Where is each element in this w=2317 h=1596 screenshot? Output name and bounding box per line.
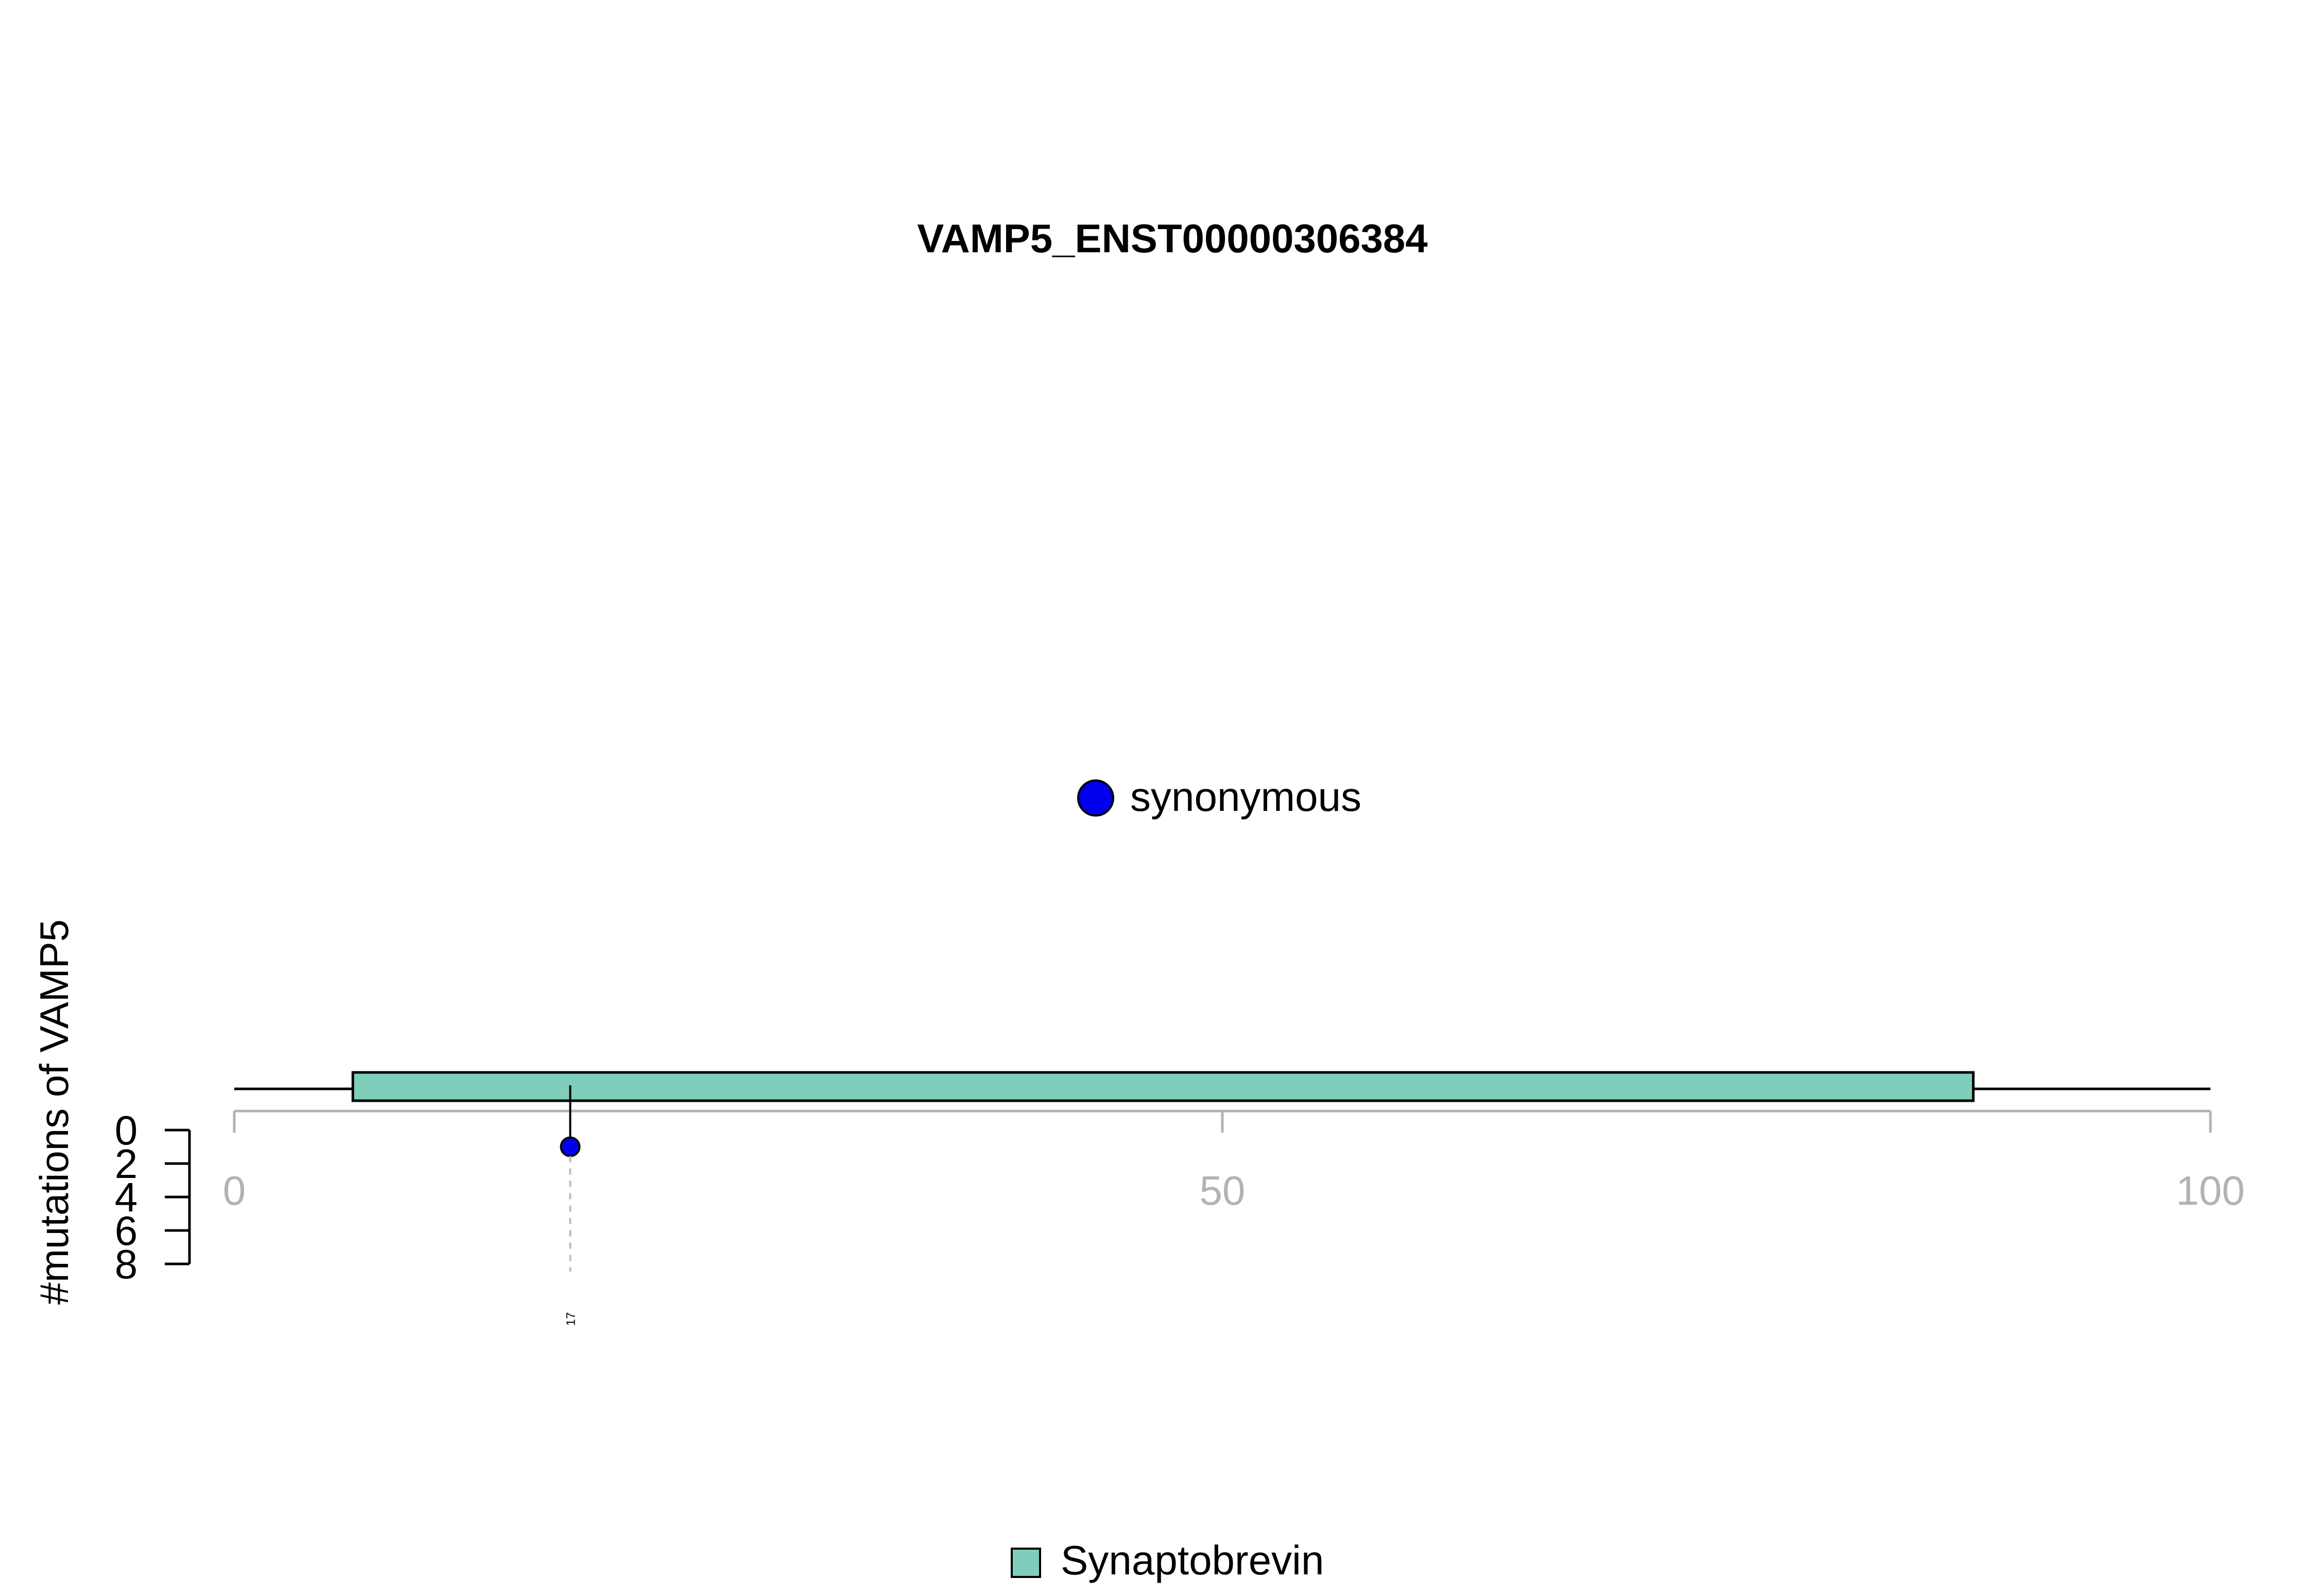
y-tick-label: 4 (115, 1174, 138, 1220)
x-tick-label: 100 (2176, 1168, 2244, 1213)
y-tick-label: 6 (115, 1208, 138, 1254)
mutation-type-legend: synonymous (1077, 774, 1361, 820)
x-tick-label: 0 (223, 1168, 246, 1213)
chart-title: VAMP5_ENST00000306384 (917, 216, 1428, 261)
y-axis-label: #mutations of VAMP5 (31, 920, 77, 1305)
mutation-position-label: 17 (564, 1312, 578, 1326)
synaptobrevin-legend-swatch (1011, 1548, 1041, 1578)
synaptobrevin-domain (351, 1071, 1975, 1102)
y-tick-label: 0 (115, 1107, 138, 1153)
x-axis: 0 50 100 (223, 1109, 2245, 1213)
domain-legend: Synaptobrevin (1011, 1537, 1324, 1583)
synonymous-legend-marker (1077, 779, 1114, 817)
mutation-point (560, 1136, 581, 1157)
synonymous-legend-label: synonymous (1130, 774, 1361, 820)
y-tick-label: 8 (115, 1241, 138, 1287)
synaptobrevin-legend-label: Synaptobrevin (1061, 1537, 1324, 1583)
mutation-lollipops: 17 (560, 1085, 581, 1326)
x-tick-label: 50 (1200, 1168, 1246, 1213)
y-tick-label: 2 (115, 1141, 138, 1187)
